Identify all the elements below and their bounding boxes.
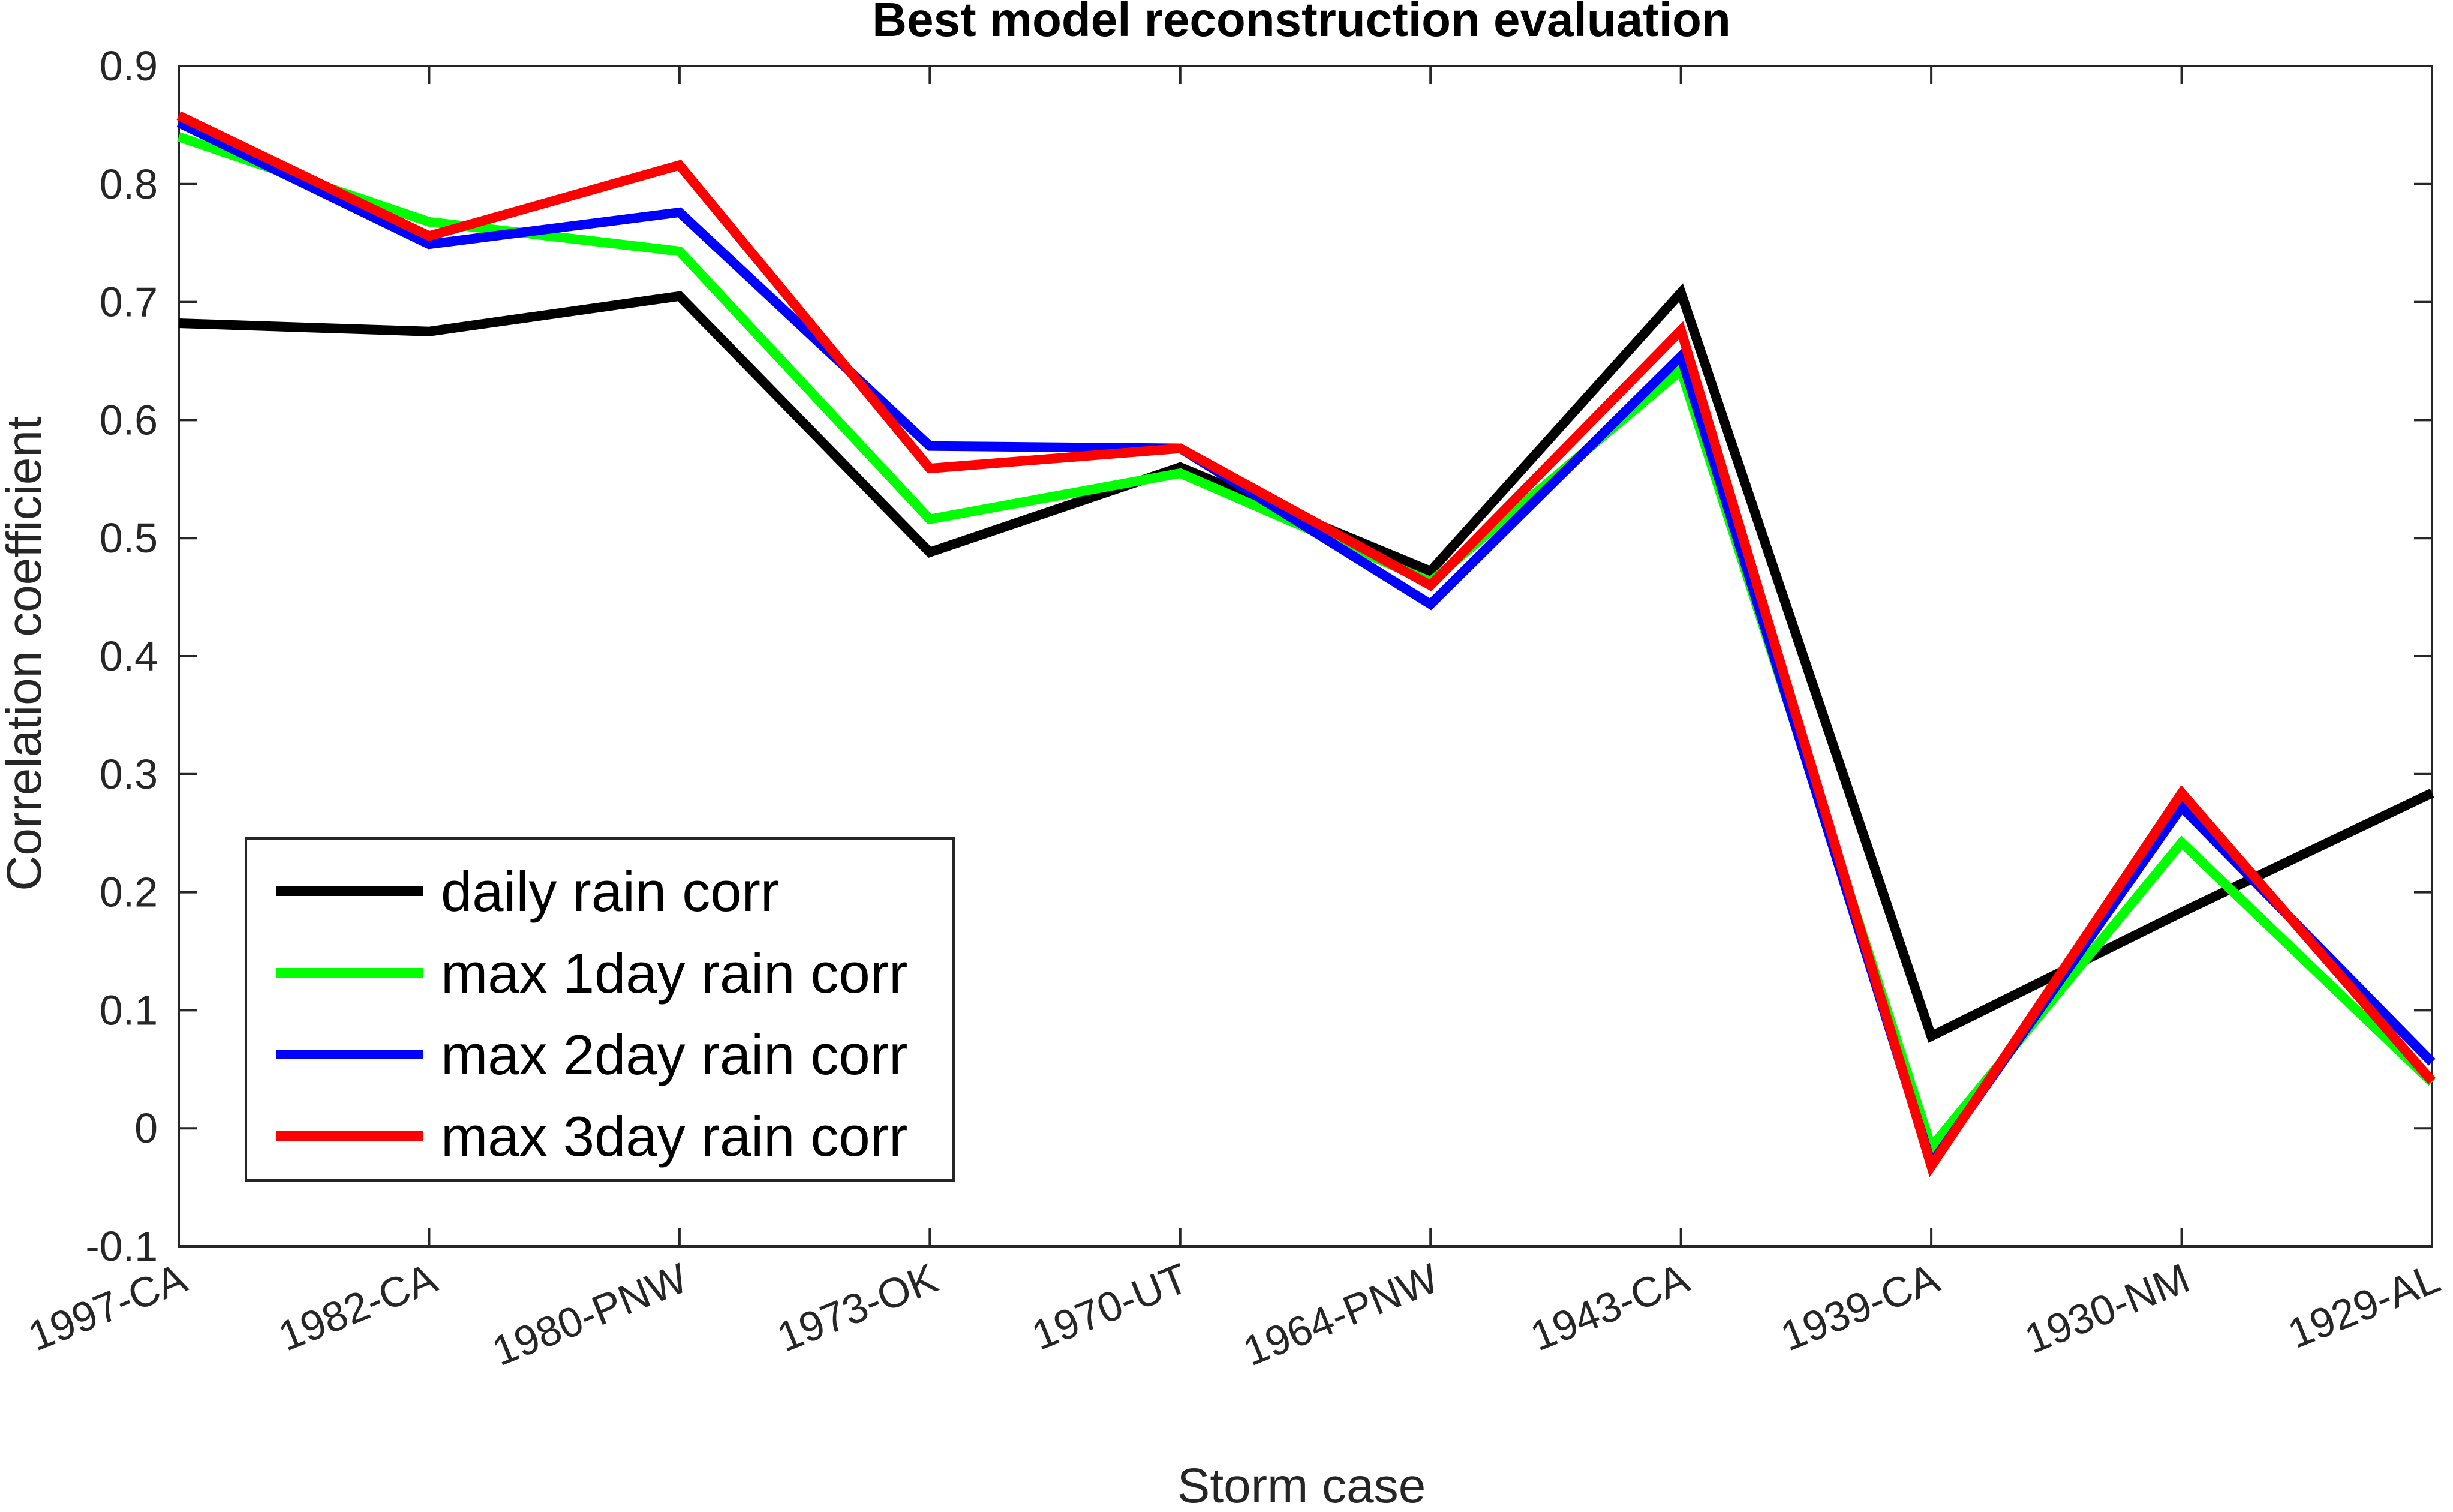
y-axis-label: Correlation coefficient [0,416,52,891]
legend-label-3: max 2day rain corr [441,1023,907,1086]
y-tick-label: 0.4 [100,633,158,680]
y-tick-label: 0.7 [100,279,158,326]
x-axis-label: Storm case [1177,1459,1426,1512]
y-axis-ticks: -0.1 0 0.1 0.2 0.3 0.4 0.5 0.6 0.7 0.8 0.9 [85,43,2432,1270]
chart-title: Best model reconstruction evaluation [872,0,1730,46]
legend-label-2: max 1day rain corr [441,942,907,1005]
legend: daily rain corr max 1day rain corr max 2da… [245,837,955,1182]
y-tick-label: 0.1 [100,987,158,1033]
y-tick-label: 0.8 [100,161,158,208]
y-tick-label: 0.5 [100,515,158,561]
y-tick-label: -0.1 [85,1223,158,1270]
legend-label-1: daily rain corr [441,860,779,923]
y-tick-label: 0.3 [100,751,158,798]
y-tick-label: 0 [134,1105,158,1152]
y-tick-label: 0.9 [100,43,158,89]
legend-label-4: max 3day rain corr [441,1105,907,1168]
y-tick-label: 0.6 [100,396,158,443]
series-lines [176,111,2436,1177]
series-line-4 [176,111,2436,1177]
y-tick-label: 0.2 [100,869,158,916]
